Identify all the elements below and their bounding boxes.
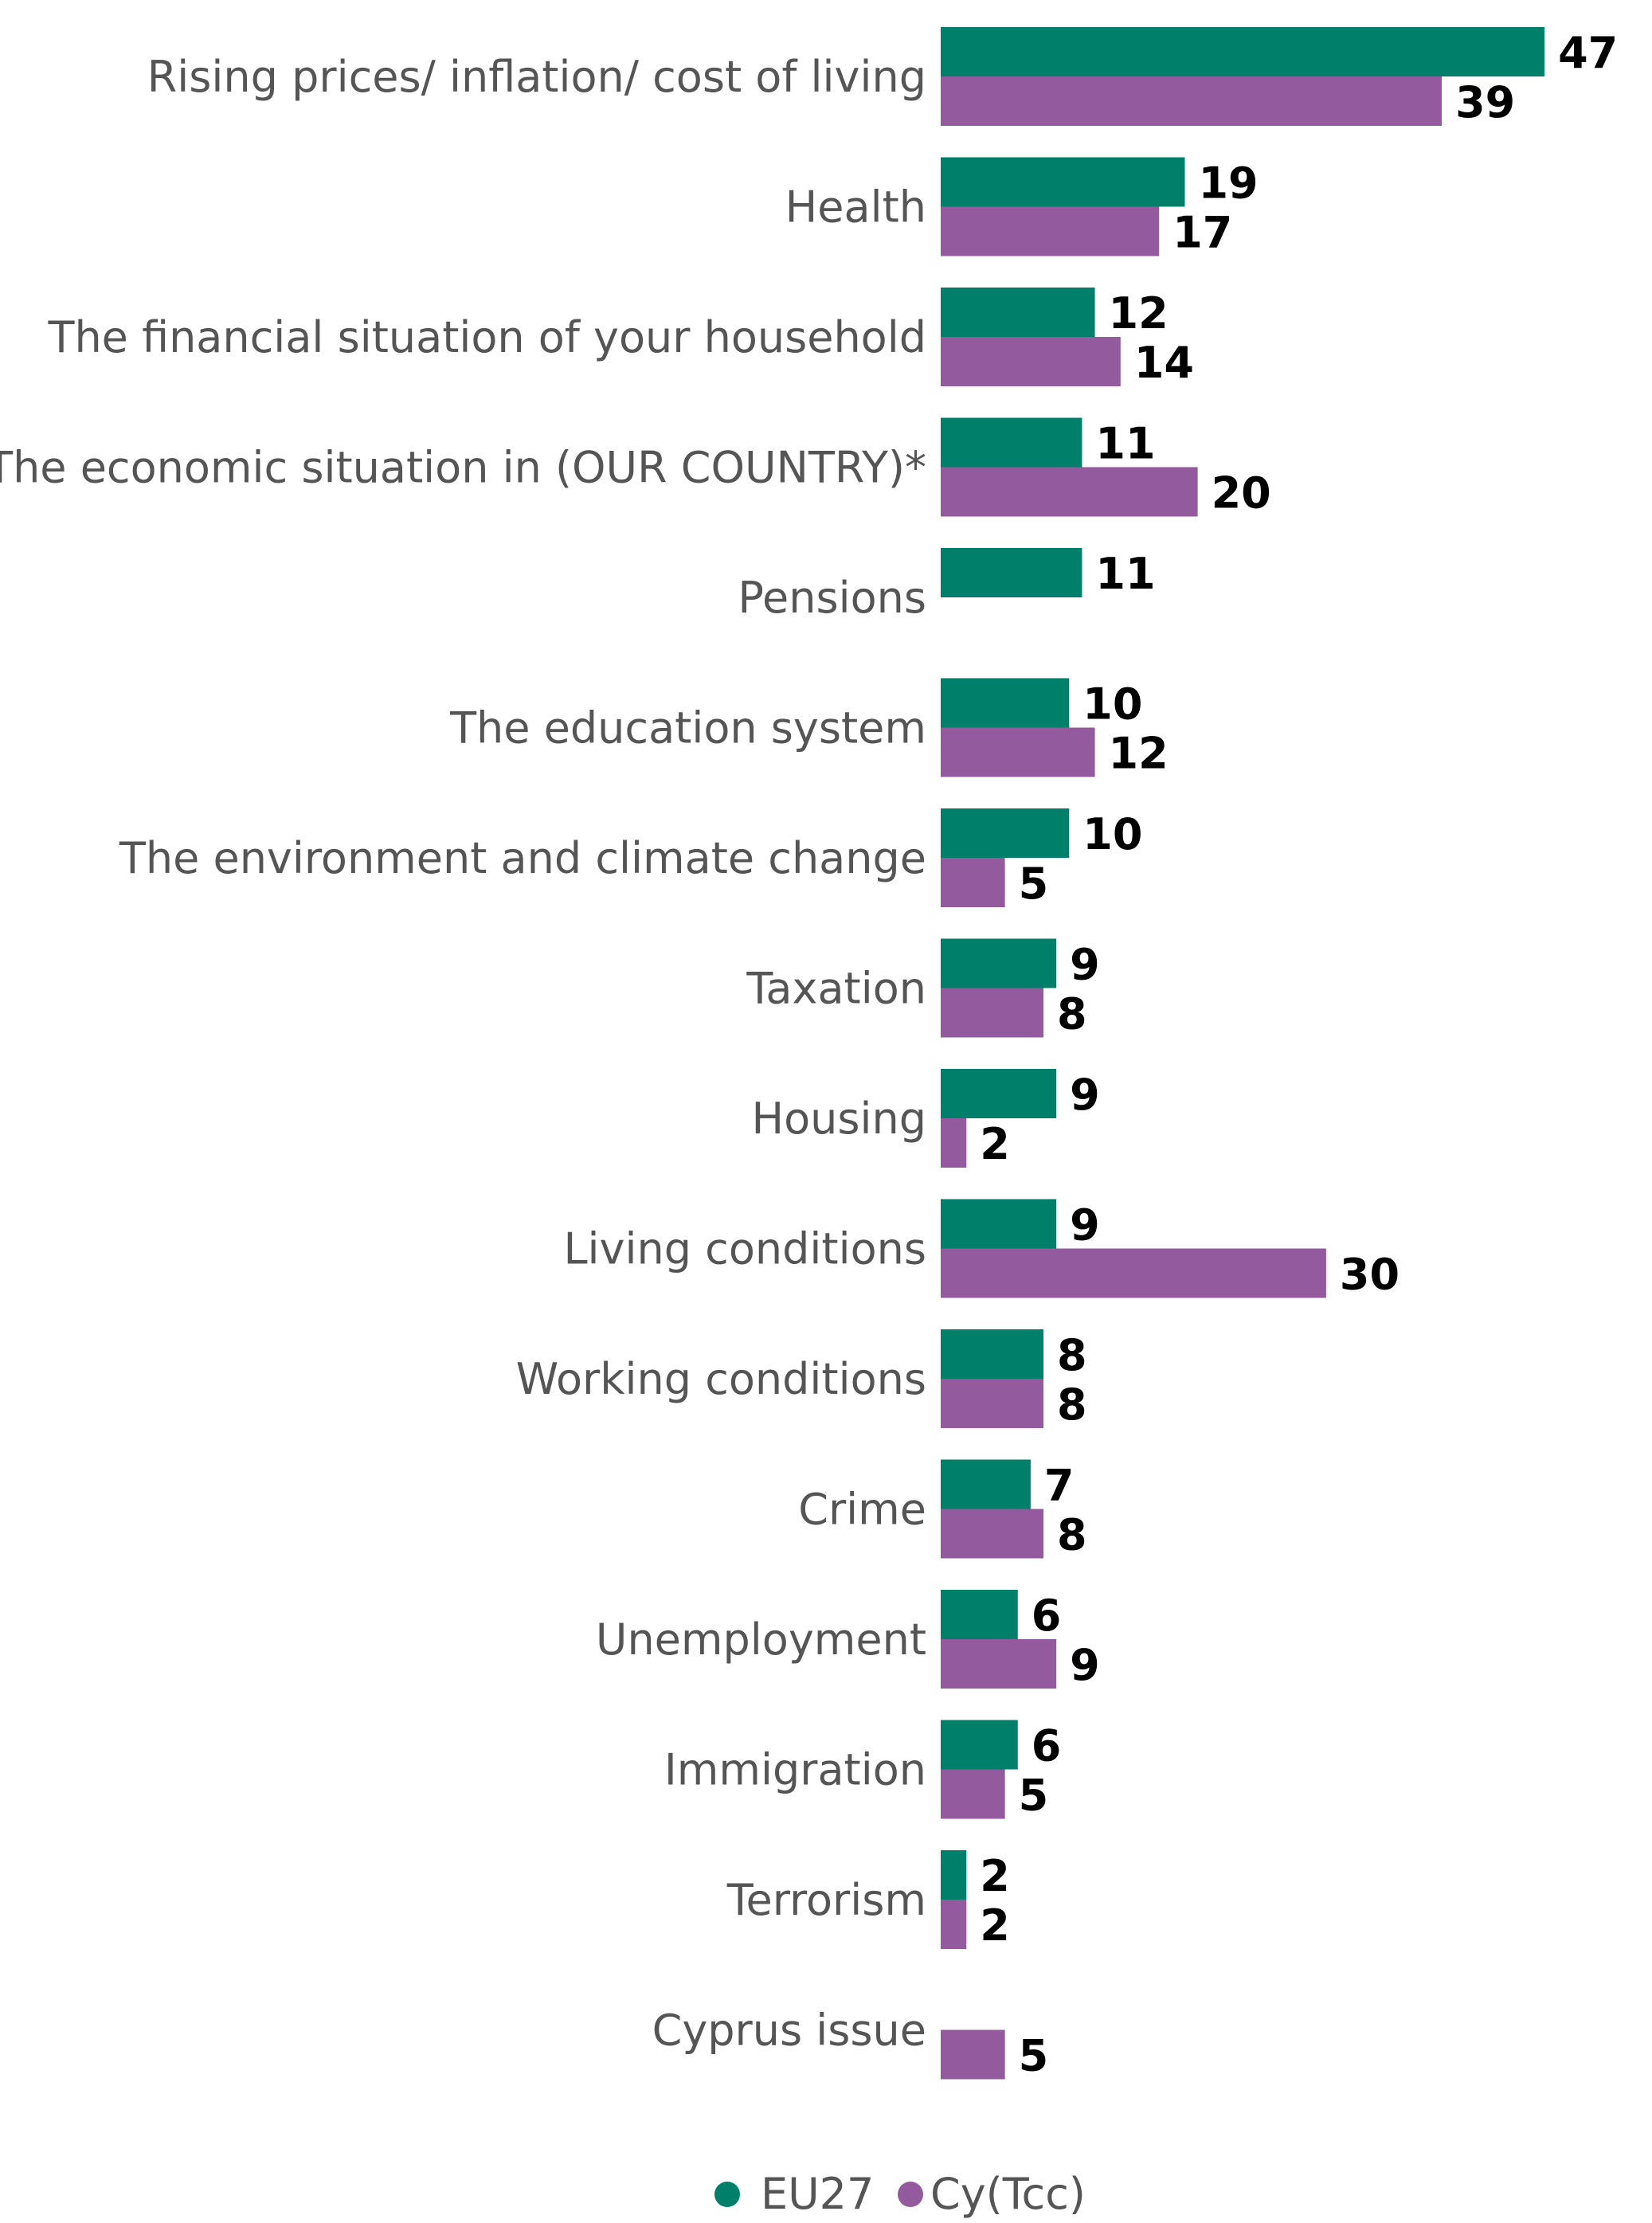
value-label-eu27-11: 7 — [1044, 1461, 1075, 1511]
bar-cy-tcc-10 — [941, 1379, 1044, 1428]
value-label-cy-tcc-3: 20 — [1212, 468, 1271, 519]
bar-eu27-0 — [941, 27, 1545, 76]
legend: EU27 Cy(Tcc) — [714, 2169, 1086, 2219]
bar-eu27-13 — [941, 1720, 1018, 1770]
category-label: Pensions — [738, 573, 926, 623]
value-label-eu27-4: 11 — [1095, 549, 1155, 599]
value-label-eu27-3: 11 — [1095, 419, 1155, 469]
category-label: The environment and climate change — [119, 833, 926, 883]
bar-eu27-12 — [941, 1590, 1018, 1639]
value-label-eu27-8: 9 — [1070, 1070, 1100, 1120]
value-label-cy-tcc-6: 5 — [1019, 859, 1049, 909]
category-label: Unemployment — [596, 1614, 926, 1665]
value-label-cy-tcc-10: 8 — [1057, 1380, 1087, 1430]
bar-cy-tcc-1 — [941, 206, 1160, 256]
legend-marker-eu27 — [714, 2182, 740, 2207]
value-label-cy-tcc-2: 14 — [1134, 338, 1194, 388]
category-label: The financial situation of your househol… — [47, 312, 926, 362]
category-label: The education system — [449, 703, 926, 753]
value-label-eu27-0: 47 — [1558, 28, 1618, 78]
bar-cy-tcc-15 — [941, 2029, 1005, 2080]
value-label-cy-tcc-5: 12 — [1109, 729, 1169, 779]
value-label-eu27-2: 12 — [1109, 288, 1169, 339]
value-label-cy-tcc-8: 2 — [980, 1119, 1010, 1169]
bar-eu27-4 — [941, 548, 1082, 597]
bar-eu27-14 — [941, 1850, 967, 1900]
value-label-cy-tcc-7: 8 — [1057, 989, 1087, 1039]
bar-eu27-1 — [941, 157, 1185, 207]
legend-label-eu27: EU27 — [761, 2169, 874, 2219]
category-label: Living conditions — [563, 1224, 926, 1274]
bar-cy-tcc-3 — [941, 467, 1198, 517]
bar-cy-tcc-13 — [941, 1769, 1005, 1819]
category-label: Health — [785, 182, 926, 233]
value-label-cy-tcc-13: 5 — [1019, 1771, 1049, 1821]
bar-eu27-5 — [941, 678, 1070, 728]
category-label: The economic situation in (OUR COUNTRY)* — [0, 443, 926, 493]
bar-cy-tcc-11 — [941, 1509, 1044, 1559]
category-labels: Rising prices/ inflation/ cost of living… — [0, 52, 926, 2056]
category-label: Cyprus issue — [652, 2006, 926, 2056]
legend-label-cy-tcc: Cy(Tcc) — [930, 2169, 1086, 2219]
value-labels: 4739191712141120111012105989293088786965… — [980, 28, 1618, 2081]
bar-eu27-3 — [941, 417, 1082, 468]
bar-eu27-10 — [941, 1329, 1044, 1379]
bar-cy-tcc-0 — [941, 76, 1443, 126]
value-label-cy-tcc-11: 8 — [1057, 1510, 1087, 1560]
bar-eu27-6 — [941, 808, 1070, 858]
bar-cy-tcc-5 — [941, 727, 1095, 777]
value-label-eu27-9: 9 — [1070, 1200, 1100, 1250]
bar-eu27-7 — [941, 938, 1057, 988]
value-label-cy-tcc-12: 9 — [1070, 1640, 1100, 1690]
bars — [941, 27, 1545, 2080]
category-label: Working conditions — [516, 1354, 926, 1404]
bar-cy-tcc-8 — [941, 1118, 967, 1168]
category-label: Taxation — [746, 964, 926, 1014]
bar-cy-tcc-12 — [941, 1639, 1057, 1689]
value-label-eu27-5: 10 — [1082, 679, 1142, 730]
value-label-cy-tcc-15: 5 — [1019, 2031, 1049, 2081]
value-label-eu27-7: 9 — [1070, 940, 1100, 990]
bar-eu27-2 — [941, 288, 1095, 337]
bar-eu27-8 — [941, 1069, 1057, 1118]
category-label: Immigration — [664, 1745, 926, 1795]
value-label-eu27-6: 10 — [1082, 809, 1142, 859]
value-label-cy-tcc-0: 39 — [1455, 77, 1515, 127]
value-label-eu27-10: 8 — [1057, 1330, 1087, 1380]
category-label: Rising prices/ inflation/ cost of living — [147, 52, 926, 102]
value-label-cy-tcc-14: 2 — [980, 1900, 1010, 1951]
bar-cy-tcc-14 — [941, 1900, 967, 1949]
value-label-eu27-12: 6 — [1032, 1591, 1062, 1641]
bar-eu27-11 — [941, 1459, 1031, 1509]
bar-cy-tcc-2 — [941, 337, 1121, 386]
legend-marker-cy-tcc — [898, 2182, 923, 2207]
value-label-eu27-1: 19 — [1198, 159, 1258, 209]
category-label: Crime — [798, 1485, 926, 1535]
value-label-eu27-13: 6 — [1032, 1721, 1062, 1771]
value-label-cy-tcc-1: 17 — [1172, 208, 1232, 258]
value-label-eu27-14: 2 — [980, 1851, 1010, 1901]
bar-cy-tcc-6 — [941, 858, 1005, 907]
bar-eu27-9 — [941, 1199, 1057, 1249]
category-label: Terrorism — [726, 1875, 926, 1925]
bar-cy-tcc-7 — [941, 988, 1044, 1038]
bar-cy-tcc-9 — [941, 1248, 1326, 1298]
value-label-cy-tcc-9: 30 — [1340, 1250, 1400, 1300]
category-label: Housing — [751, 1094, 926, 1144]
